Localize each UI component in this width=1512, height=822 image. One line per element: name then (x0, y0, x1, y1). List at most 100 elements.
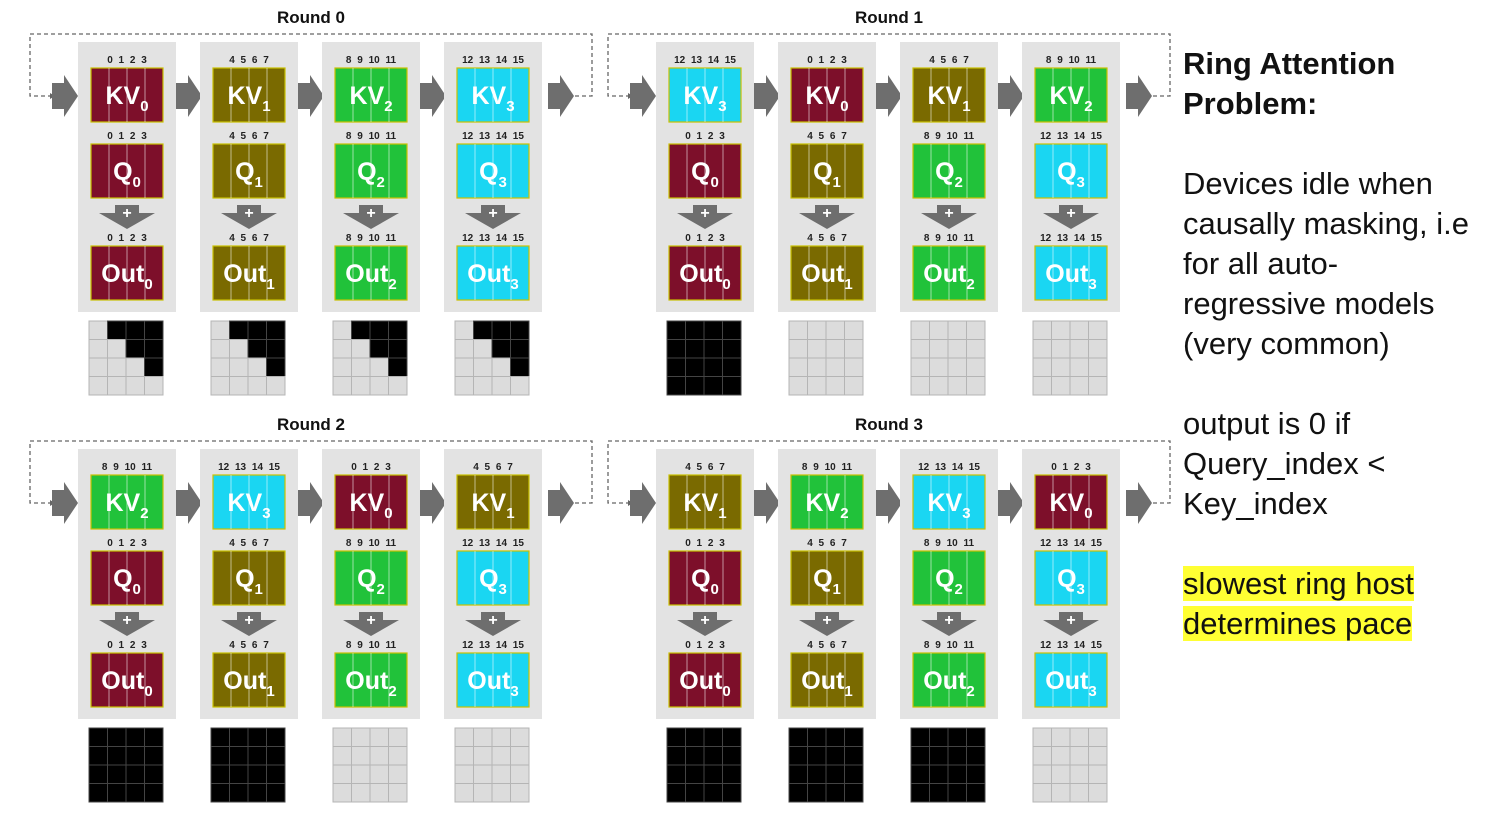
mask-cell (491, 339, 511, 359)
mask-cell (454, 727, 474, 747)
mask-cell (910, 746, 930, 766)
round-title: Round 1 (855, 8, 923, 27)
combine-arrow-icon (465, 205, 521, 229)
out-label-subscript: 2 (966, 276, 974, 293)
mask-cell (929, 746, 949, 766)
out-label-subscript: 1 (844, 276, 852, 293)
q-indices: 0 1 2 3 (685, 131, 725, 142)
mask-cell (947, 727, 967, 747)
kv-label-text: KV (1049, 82, 1084, 110)
mask-cell (685, 357, 705, 377)
mask-cell (1051, 339, 1071, 359)
q-block: Q2 (334, 143, 408, 199)
q-label-subscript: 2 (955, 581, 963, 598)
q-label-text: Q (113, 565, 132, 593)
q-label-subscript: 3 (499, 174, 507, 191)
mask-cell (807, 339, 827, 359)
kv-label: KV1 (683, 489, 726, 522)
kv-label: KV3 (471, 82, 514, 115)
q-label-text: Q (1057, 158, 1076, 186)
combine-arrow-icon (343, 612, 399, 636)
kv-indices: 4 5 6 7 (685, 462, 725, 473)
mask-cell (107, 764, 127, 784)
ring-arrow-icon (420, 75, 446, 117)
mask-cell (788, 339, 808, 359)
ring-arrow-icon (548, 482, 574, 524)
mask-cell (910, 357, 930, 377)
out-label-text: Out (345, 667, 389, 695)
out-label: Out0 (101, 260, 152, 293)
mask-grid (666, 727, 742, 803)
mask-cell (473, 320, 493, 340)
q-indices: 8 9 10 11 (924, 131, 975, 142)
mask-cell (332, 339, 352, 359)
kv-label-subscript: 3 (962, 505, 970, 522)
mask-cell (388, 764, 408, 784)
kv-label-subscript: 0 (840, 98, 848, 115)
kv-label-text: KV (1049, 489, 1084, 517)
mask-cell (685, 764, 705, 784)
combine-arrow-icon (921, 612, 977, 636)
plus-icon: + (244, 612, 253, 629)
mask-cell (351, 357, 371, 377)
mask-cell (807, 783, 827, 803)
out-block: Out3 (1034, 245, 1108, 301)
q-label: Q1 (235, 565, 263, 598)
mask-cell (369, 727, 389, 747)
mask-cell (473, 764, 493, 784)
mask-cell (229, 357, 249, 377)
q-label: Q0 (691, 158, 719, 191)
mask-cell (266, 376, 286, 396)
mask-cell (685, 339, 705, 359)
mask-cell (332, 764, 352, 784)
mask-cell (666, 783, 686, 803)
kv-label-text: KV (471, 489, 506, 517)
kv-label: KV0 (805, 82, 848, 115)
out-indices: 0 1 2 3 (685, 640, 725, 651)
kv-block: KV1 (912, 67, 986, 123)
kv-label: KV1 (471, 489, 514, 522)
mask-cell (388, 320, 408, 340)
mask-cell (351, 783, 371, 803)
q-block: Q1 (212, 143, 286, 199)
plus-icon: + (488, 612, 497, 629)
ring-loop-line (607, 33, 1171, 97)
combine-arrow-icon (677, 205, 733, 229)
mask-cell (1088, 764, 1108, 784)
mask-cell (1088, 376, 1108, 396)
kv-block: KV0 (1034, 474, 1108, 530)
mask-cell (266, 783, 286, 803)
mask-grid (210, 727, 286, 803)
mask-cell (491, 320, 511, 340)
mask-cell (388, 746, 408, 766)
kv-block: KV0 (90, 67, 164, 123)
kv-block: KV3 (668, 67, 742, 123)
mask-cell (825, 764, 845, 784)
ring-arrow-icon (176, 75, 202, 117)
ring-arrow-icon (176, 482, 202, 524)
kv-indices: 8 9 10 11 (1046, 55, 1097, 66)
q-label-text: Q (813, 158, 832, 186)
mask-cell (685, 376, 705, 396)
kv-label-text: KV (683, 489, 718, 517)
mask-cell (703, 746, 723, 766)
out-label: Out3 (467, 260, 518, 293)
combine-arrow-icon (343, 205, 399, 229)
ring-arrow-icon (998, 75, 1024, 117)
out-label-subscript: 0 (144, 276, 152, 293)
q-label-subscript: 3 (1077, 581, 1085, 598)
q-label-text: Q (935, 565, 954, 593)
mask-cell (929, 727, 949, 747)
out-block: Out3 (456, 245, 530, 301)
out-label: Out2 (923, 667, 974, 700)
mask-cell (125, 339, 145, 359)
mask-cell (825, 357, 845, 377)
mask-cell (807, 727, 827, 747)
q-label-subscript: 2 (377, 174, 385, 191)
